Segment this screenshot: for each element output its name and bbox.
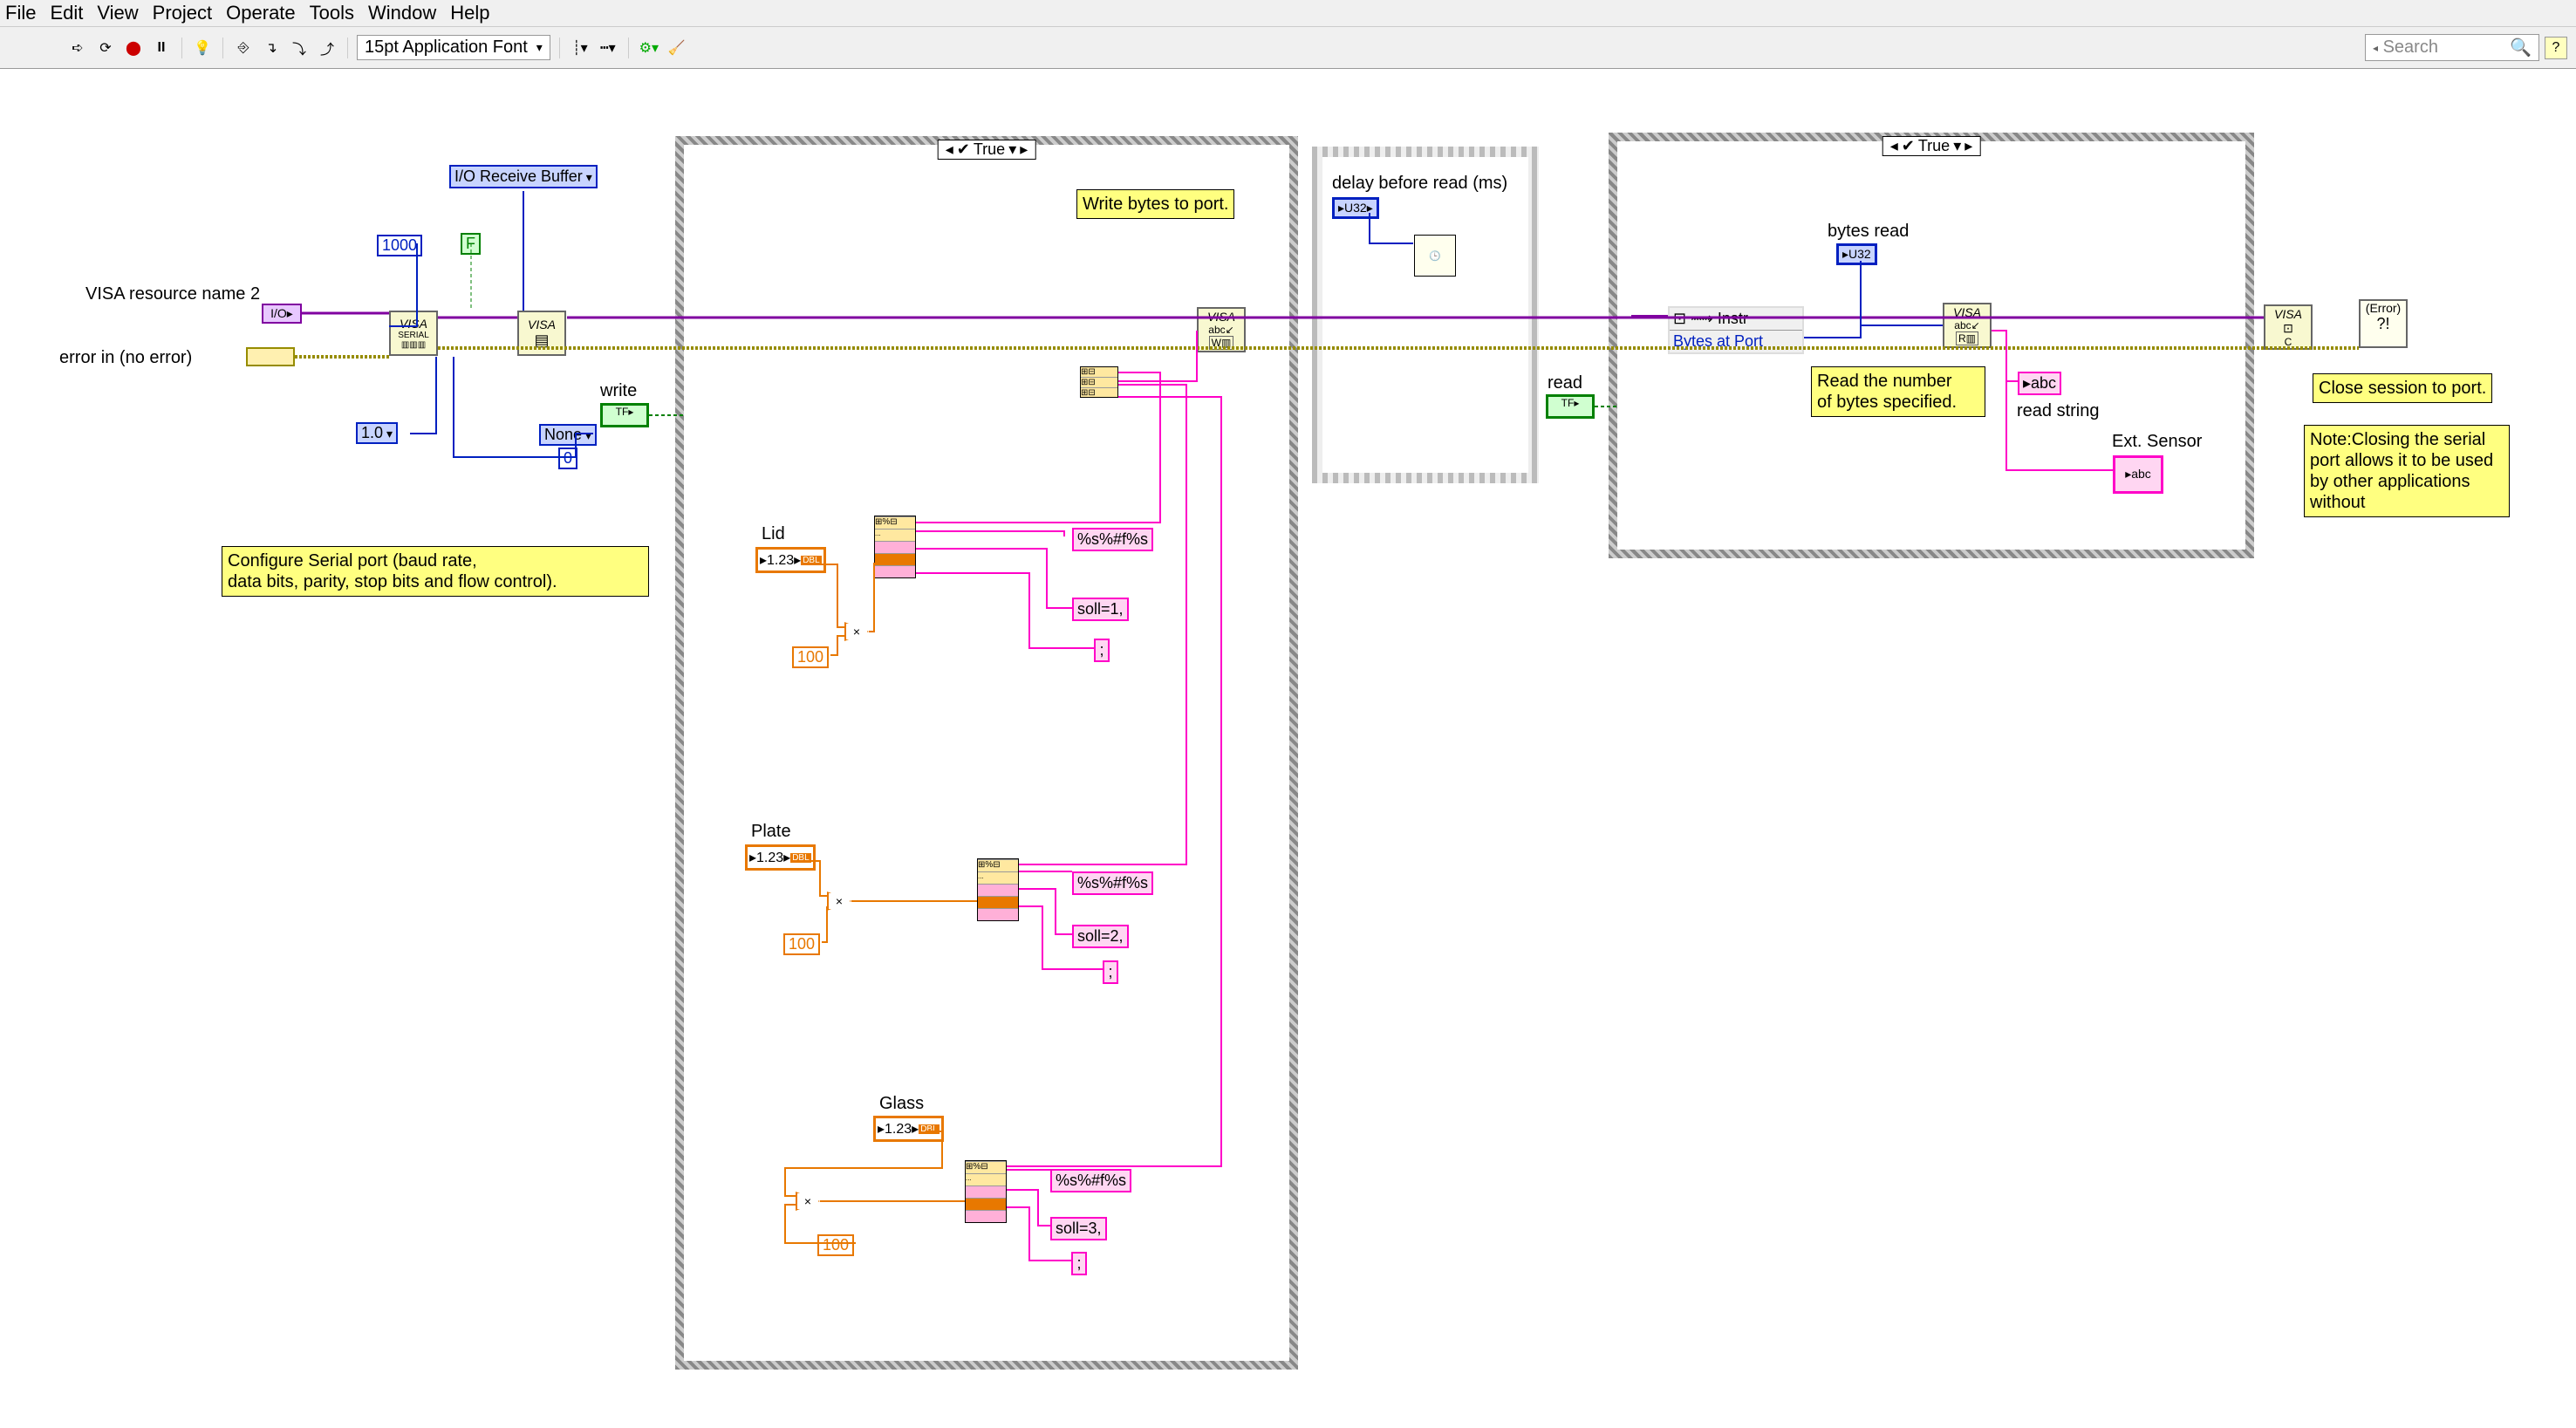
menu-help[interactable]: Help <box>450 2 489 24</box>
glass-format-node[interactable]: ⊞%⊟ ... <box>965 1160 1007 1223</box>
lid-fmt-string[interactable]: %s%#f%s <box>1072 528 1153 551</box>
case-read-selector[interactable]: ◂✔True▾▸ <box>1882 136 1981 156</box>
step-into-icon[interactable]: ↴ <box>260 37 283 59</box>
ext-sensor-terminal[interactable]: ▸abc <box>2113 455 2163 494</box>
menu-bar: File Edit View Project Operate Tools Win… <box>0 0 2576 27</box>
glass-soll[interactable]: soll=3, <box>1050 1217 1107 1240</box>
lid-const-100[interactable]: 100 <box>792 646 829 668</box>
read-label: read <box>1548 373 1582 393</box>
error-handler-node[interactable]: (Error) ?! <box>2359 299 2408 348</box>
concat-strings-node[interactable]: ⊞⊟ ⊞⊟ ⊞⊟ <box>1080 366 1118 398</box>
plate-const-100[interactable]: 100 <box>783 933 820 955</box>
delay-u32-terminal[interactable]: ▸U32▸ <box>1332 197 1379 219</box>
glass-semi[interactable]: ; <box>1071 1252 1087 1275</box>
error-in-label: error in (no error) <box>59 348 192 368</box>
menu-view[interactable]: View <box>97 2 138 24</box>
plate-label: Plate <box>751 822 791 842</box>
const-false[interactable]: F <box>461 233 481 255</box>
note-write-bytes: Write bytes to port. <box>1076 189 1234 219</box>
case-write-selector[interactable]: ◂✔True▾▸ <box>938 140 1036 160</box>
wait-node[interactable]: 🕒 <box>1414 235 1456 277</box>
menu-tools[interactable]: Tools <box>310 2 354 24</box>
plate-semi[interactable]: ; <box>1103 960 1118 984</box>
lid-format-node[interactable]: ⊞%⊟ ... <box>874 516 916 578</box>
bulb-icon[interactable]: 💡 <box>191 37 214 59</box>
block-diagram-canvas[interactable]: I/O Receive Buffer 1000 F VISA resource … <box>0 69 2576 1427</box>
io-buffer-enum[interactable]: I/O Receive Buffer <box>449 165 598 188</box>
visa-resource-terminal[interactable]: I/O▸ <box>262 304 302 324</box>
menu-edit[interactable]: Edit <box>50 2 83 24</box>
plate-control[interactable]: ▸1.23▸DBL <box>745 844 816 871</box>
step-out-icon[interactable]: ⤴ <box>316 37 338 59</box>
pause-icon[interactable]: II <box>150 37 173 59</box>
write-label: write <box>600 381 637 401</box>
retain-icon[interactable]: ⎆ <box>232 37 255 59</box>
abort-icon[interactable]: ⬤ <box>122 37 145 59</box>
note-closing-serial: Note:Closing the serialport allows it to… <box>2304 425 2510 517</box>
const-zero[interactable]: 0 <box>558 448 577 469</box>
instr-property-node[interactable]: ⊡ ⟿ Instr Bytes at Port <box>1668 306 1804 354</box>
search-input[interactable]: ◂ Search 🔍 <box>2365 34 2539 61</box>
ext-sensor-label: Ext. Sensor <box>2112 432 2202 452</box>
glass-fmt-string[interactable]: %s%#f%s <box>1050 1169 1131 1192</box>
distribute-icon[interactable]: ┅▾ <box>597 37 619 59</box>
menu-operate[interactable]: Operate <box>226 2 296 24</box>
visa-read-node[interactable]: VISA abc↙ R▥ <box>1943 303 1992 348</box>
align-icon[interactable]: ┊▾ <box>569 37 591 59</box>
flow-none[interactable]: None <box>539 424 597 446</box>
note-configure: Configure Serial port (baud rate,data bi… <box>222 546 649 597</box>
visa-serial-config-node[interactable]: VISA SERIAL ▥▥▥ <box>389 311 438 356</box>
write-bool-terminal[interactable]: TF▸ <box>600 403 649 427</box>
run-cont-icon[interactable]: ⟳ <box>94 37 117 59</box>
toolbar: ➪ ⟳ ⬤ II 💡 ⎆ ↴ ⤵ ⤴ 15pt Application Font… <box>0 27 2576 69</box>
font-selector[interactable]: 15pt Application Font <box>357 35 550 60</box>
glass-const-100[interactable]: 100 <box>817 1234 854 1256</box>
visa-buffer-node[interactable]: VISA ▤ <box>517 311 566 356</box>
glass-control[interactable]: ▸1.23▸DBL <box>873 1116 944 1142</box>
step-over-icon[interactable]: ⤵ <box>288 37 311 59</box>
read-string-terminal[interactable]: ▸abc <box>2018 372 2061 395</box>
plate-fmt-string[interactable]: %s%#f%s <box>1072 871 1153 895</box>
read-string-label: read string <box>2017 401 2100 421</box>
reorder-icon[interactable]: ⚙▾ <box>638 37 660 59</box>
help-icon[interactable]: ? <box>2545 37 2567 59</box>
plate-soll[interactable]: soll=2, <box>1072 925 1129 948</box>
note-read-bytes: Read the numberof bytes specified. <box>1811 366 1985 417</box>
const-1000[interactable]: 1000 <box>377 235 422 256</box>
search-icon: 🔍 <box>2510 37 2532 58</box>
visa-resource-label: VISA resource name 2 <box>85 284 260 304</box>
lid-label: Lid <box>762 524 785 544</box>
read-bool-terminal[interactable]: TF▸ <box>1546 394 1595 419</box>
bytes-read-label: bytes read <box>1828 222 1909 242</box>
cleanup-icon[interactable]: 🧹 <box>666 37 688 59</box>
visa-write-node[interactable]: VISA abc↙ W▥ <box>1197 307 1246 352</box>
lid-control[interactable]: ▸1.23▸DBL <box>755 547 826 573</box>
menu-window[interactable]: Window <box>368 2 436 24</box>
menu-project[interactable]: Project <box>153 2 212 24</box>
plate-format-node[interactable]: ⊞%⊟ ... <box>977 858 1019 921</box>
glass-label: Glass <box>879 1094 924 1114</box>
lid-semi[interactable]: ; <box>1094 639 1110 662</box>
bytes-read-terminal[interactable]: ▸U32 <box>1836 243 1877 265</box>
version-select[interactable]: 1.0 <box>356 422 398 444</box>
error-in-terminal[interactable] <box>246 347 295 366</box>
visa-close-node[interactable]: VISA ⊡ C <box>2264 304 2313 350</box>
delay-label: delay before read (ms) <box>1332 174 1507 194</box>
note-close-session: Close session to port. <box>2313 373 2492 403</box>
run-icon[interactable]: ➪ <box>66 37 89 59</box>
menu-file[interactable]: File <box>5 2 36 24</box>
lid-soll[interactable]: soll=1, <box>1072 598 1129 621</box>
